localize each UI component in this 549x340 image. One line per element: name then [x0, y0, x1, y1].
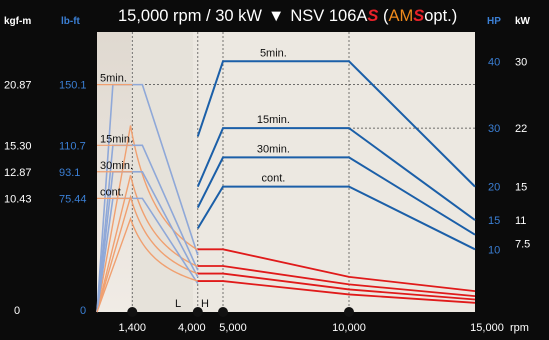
unit-hp: HP [487, 16, 501, 27]
tick-kgfm-1: 10.43 [4, 193, 32, 205]
x-tick-label-1: 4,000 [178, 322, 206, 334]
marker-H: H [201, 298, 209, 310]
tick-kw-0: 7.5 [515, 238, 530, 250]
low-torque-curve-2 [96, 194, 199, 313]
tick-kgfm-2: 12.87 [4, 167, 32, 179]
power-curve-1 [196, 127, 476, 221]
x-tick-label-3: 10,000 [332, 322, 366, 334]
x-tick-label-4: 15,000 [470, 322, 504, 334]
tick-hp-3: 30 [488, 123, 500, 135]
tick-lbft-0: 0 [80, 305, 86, 317]
power-curve-3 [196, 185, 476, 251]
title-prefix: 15,000 rpm / 30 kW [118, 7, 262, 25]
tick-hp-2: 20 [488, 182, 500, 194]
low-winding-power-curves [197, 248, 476, 304]
low-power-curve-2 [197, 272, 476, 301]
tick-hp-4: 40 [488, 56, 500, 68]
torque-label-0: 5min. [100, 73, 127, 85]
title-model-s: S [367, 7, 378, 25]
unit-kgfm: kgf-m [4, 16, 31, 27]
x-tick-label-2: 5,000 [219, 322, 247, 334]
unit-rpm: rpm [510, 322, 529, 334]
torque-label-2: 30min. [100, 160, 133, 172]
tick-kgfm-3: 15.30 [4, 140, 32, 152]
torque-label-3: cont. [100, 186, 124, 198]
torque-label-1: 15min. [100, 133, 133, 145]
low-torque-curve-0 [96, 125, 199, 313]
power-label-2: 30min. [257, 143, 290, 155]
power-label-1: 15min. [257, 114, 290, 126]
power-curves [196, 60, 476, 251]
tick-kw-3: 22 [515, 123, 527, 135]
low-power-curve-0 [197, 248, 476, 292]
x-tick-label-0: 1,400 [119, 322, 147, 334]
tick-kw-4: 30 [515, 56, 527, 68]
tick-kw-1: 11 [515, 215, 526, 227]
x-marker-1 [192, 307, 203, 317]
power-curve-2 [196, 156, 476, 236]
power-curve-0 [196, 60, 476, 188]
low-torque-curve-1 [96, 175, 199, 313]
tick-kw-2: 15 [515, 182, 527, 194]
tick-kgfm-4: 20.87 [4, 80, 32, 92]
tick-lbft-1: 75.44 [59, 193, 87, 205]
title-arrow: ▼ [268, 7, 284, 25]
tick-kgfm-0: 0 [14, 305, 20, 317]
torque-curves [96, 83, 199, 313]
unit-kw: kW [515, 16, 531, 27]
low-torque-curve-3 [96, 216, 199, 313]
title-open: ( [378, 7, 389, 25]
x-marker-0 [127, 307, 138, 317]
power-label-0: 5min. [260, 47, 287, 59]
tick-hp-1: 15 [488, 215, 500, 227]
tick-lbft-2: 93.1 [59, 167, 80, 179]
tick-lbft-4: 150.1 [59, 80, 87, 92]
power-label-3: cont. [261, 173, 285, 185]
chart-title: 15,000 rpm / 30 kW ▼ NSV 106AS (AMSopt.) [118, 7, 457, 25]
marker-L: L [175, 298, 181, 310]
series-labels: 5min. 15min. 30min. cont. 5min. 15min. 30min. c… [100, 47, 290, 198]
tick-lbft-3: 110.7 [59, 140, 86, 152]
x-marker-3 [344, 307, 354, 317]
low-power-curve-3 [197, 280, 476, 304]
unit-lbft: lb-ft [61, 16, 81, 27]
title-am-s: S [413, 7, 424, 25]
title-model: NSV 106A [290, 7, 367, 25]
x-marker-2 [218, 307, 228, 317]
title-am: AM [388, 7, 413, 25]
low-power-curve-1 [197, 265, 476, 298]
tick-hp-0: 10 [488, 244, 500, 256]
title-opt: opt.) [424, 7, 457, 25]
axis-ticks: 0 0 10.43 75.44 12.87 93.1 15.30 110.7 20.87 150.… [4, 56, 530, 334]
